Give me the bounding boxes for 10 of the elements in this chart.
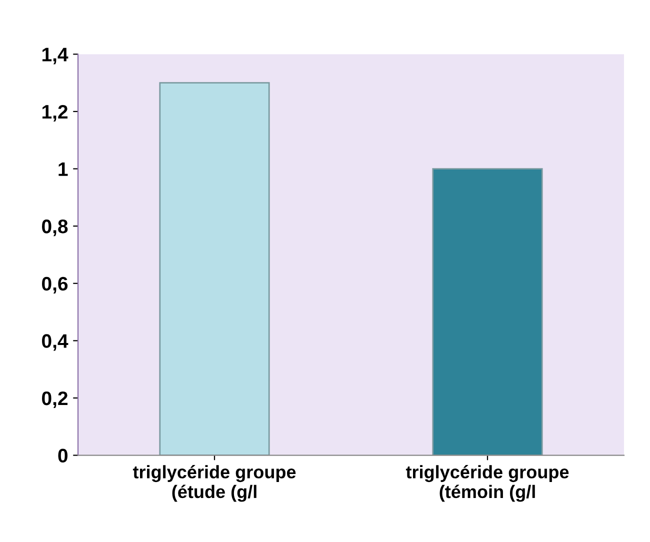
y-tick-label: 0 [58, 448, 68, 463]
y-tick-label: 1,2 [42, 104, 68, 122]
x-tick-label: triglycéride groupe (témoin (g/l [406, 465, 569, 502]
y-tick-label: 0,2 [42, 391, 68, 408]
y-tick-label: 0,8 [42, 220, 68, 236]
y-tick-label: 0,4 [42, 334, 68, 351]
y-tick-label: 1,4 [42, 48, 68, 64]
y-tick-label: 1 [58, 162, 68, 176]
x-tick-label: triglycéride groupe (étude (g/l [132, 465, 296, 502]
y-tick-label: 0,6 [42, 276, 68, 294]
